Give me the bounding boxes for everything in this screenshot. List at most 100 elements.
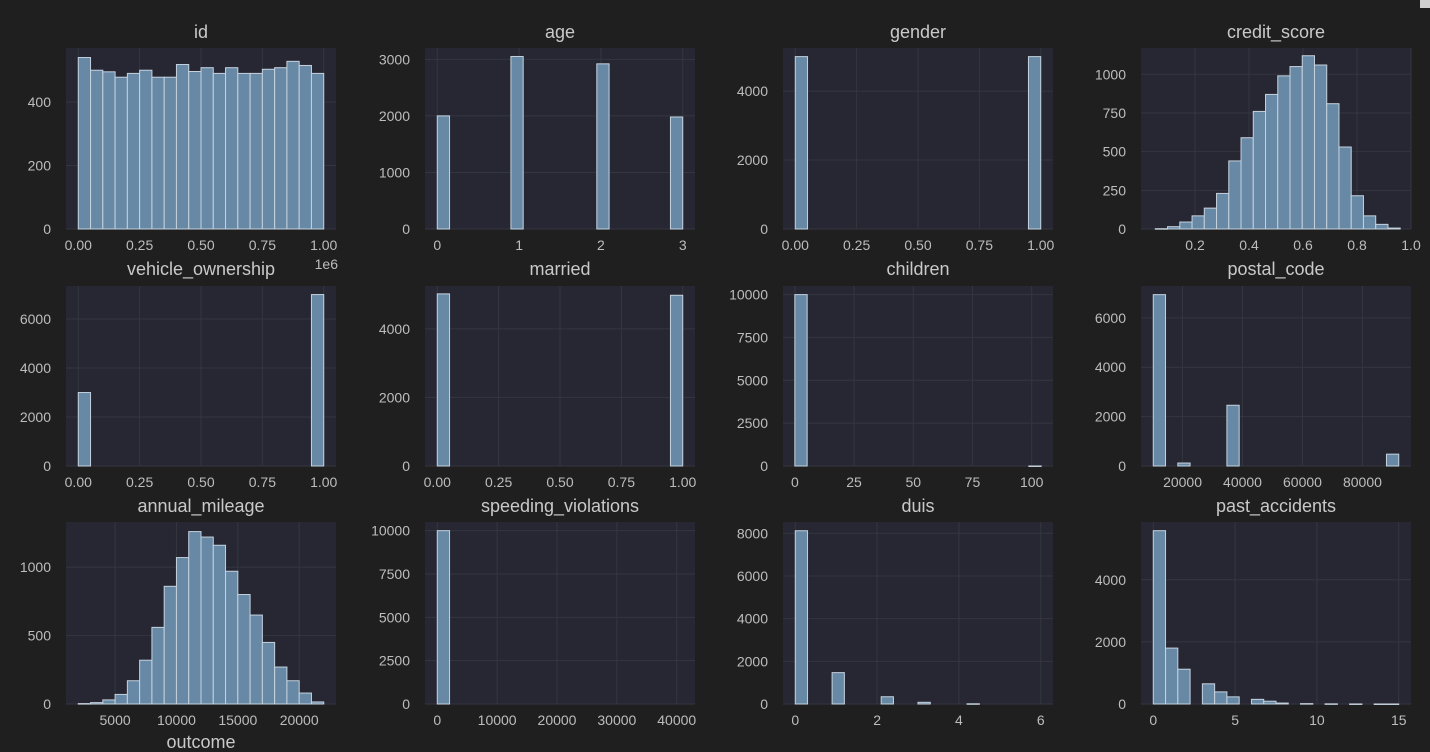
histogram-bar [225, 67, 239, 230]
histogram-bar [274, 67, 288, 230]
x-tick-label: 80000 [1343, 474, 1382, 490]
histogram-bar [1373, 703, 1387, 705]
histogram-bar [126, 680, 141, 705]
x-tick-label: 5 [1231, 712, 1239, 728]
histogram-bar [831, 672, 845, 705]
histogram-bar [102, 71, 116, 230]
histogram-bar [77, 57, 92, 230]
x-tick-label: 0 [433, 712, 441, 728]
histogram-bar [286, 680, 300, 705]
histogram-bar [1263, 700, 1277, 705]
histogram-bar [966, 703, 980, 705]
scrollbar-thumb[interactable] [1420, 0, 1430, 8]
y-tick-label: 10000 [729, 287, 768, 303]
x-tick-label: 15000 [218, 712, 257, 728]
histogram-bar [126, 72, 141, 230]
x-tick-label: 4 [955, 712, 963, 728]
histogram-bar [102, 699, 116, 705]
chart-speeding-violations: speeding_violations 0 10000 20000 30000 40000… [371, 496, 696, 728]
x-tick-label: 6 [1037, 712, 1045, 728]
x-tick-label: 25 [846, 474, 862, 490]
y-tick-label: 200 [28, 157, 52, 173]
x-tick-label: 10000 [157, 712, 196, 728]
histogram-bar [1167, 226, 1181, 230]
y-tick-label: 4000 [1095, 572, 1126, 588]
x-tick-label: 0.8 [1347, 237, 1367, 253]
chart-title: married [529, 259, 590, 279]
histogram-bar [310, 701, 325, 705]
chart-gender: gender 0.00 0.25 0.50 0.75 1.00 0 2000 4000 [737, 22, 1055, 253]
x-tick-label: 0 [791, 474, 799, 490]
y-tick-label: 7500 [737, 329, 768, 345]
x-tick-label: 0.4 [1239, 237, 1259, 253]
x-tick-label: 0 [433, 237, 441, 253]
histogram-bar [1362, 215, 1377, 230]
x-tick-label: 0.50 [904, 237, 931, 253]
histogram-bar [139, 69, 153, 230]
x-tick-label: 15 [1391, 712, 1407, 728]
x-tick-label: 75 [965, 474, 981, 490]
x-tick-label: 0.75 [966, 237, 993, 253]
chart-married: married 0.00 0.25 0.50 0.75 1.00 0 2000 4000 [379, 259, 697, 490]
histogram-bar [1349, 703, 1363, 705]
y-tick-label: 2500 [737, 415, 768, 431]
y-tick-label: 6000 [20, 311, 51, 327]
histogram-bar [510, 55, 524, 230]
histogram-bar [917, 701, 931, 705]
y-tick-label: 500 [28, 628, 52, 644]
chart-credit-score: credit_score 0.2 0.4 0.6 0.8 1.0 0 250 500 750 100… [1095, 22, 1421, 253]
plot-area [425, 522, 695, 704]
x-tick-label: 1.00 [310, 237, 337, 253]
chart-title: id [194, 22, 208, 42]
y-tick-label: 5000 [737, 372, 768, 388]
chart-annual-mileage: annual_mileage 5000 10000 15000 20000 0 500 100… [20, 496, 336, 728]
histogram-bar [1165, 647, 1179, 705]
x-tick-label: 0.25 [485, 474, 512, 490]
histogram-bar [1179, 221, 1193, 230]
chart-title: past_accidents [1216, 496, 1336, 517]
x-tick-label: 0.25 [843, 237, 870, 253]
histogram-bar [1385, 453, 1400, 467]
histogram-bar [237, 594, 251, 705]
y-tick-label: 4000 [737, 611, 768, 627]
histogram-bar [139, 659, 153, 705]
histogram-bar [1250, 698, 1265, 705]
plot-area [1141, 286, 1411, 466]
chart-title: speeding_violations [481, 496, 639, 517]
x-tick-label: 1.0 [1401, 237, 1421, 253]
histogram-bar [1277, 75, 1291, 230]
y-tick-label: 0 [402, 221, 410, 237]
histogram-bar [794, 294, 808, 467]
x-tick-label: 40000 [1223, 474, 1262, 490]
chart-title: credit_score [1227, 22, 1325, 43]
chart-past-accidents: past_accidents 0 5 10 15 0 2000 4000 [1095, 496, 1411, 728]
x-tick-label: 0 [1149, 712, 1157, 728]
histogram-bar [1338, 146, 1352, 230]
x-tick-label: 1 [515, 237, 523, 253]
y-tick-label: 10000 [371, 523, 410, 539]
histogram-bar [77, 703, 92, 705]
x-tick-label: 3 [679, 237, 687, 253]
histogram-bar [436, 530, 451, 705]
histogram-bar [1326, 103, 1340, 230]
histogram-bar [880, 696, 894, 705]
histogram-bar [212, 72, 227, 230]
histogram-bar [114, 76, 128, 230]
chart-vehicle-ownership: vehicle_ownership 0.00 0.25 0.50 0.75 1.00 0 20… [20, 259, 338, 490]
histogram-bar [298, 692, 312, 705]
x-tick-label: 20000 [538, 712, 577, 728]
y-tick-label: 400 [28, 94, 52, 110]
x-tick-label: 1.00 [1027, 237, 1054, 253]
x-tick-label: 50 [905, 474, 921, 490]
plot-area [425, 48, 695, 229]
chart-id: id 0.00 0.25 0.50 0.75 1.00 0 200 400 1e6 [28, 22, 339, 272]
y-tick-label: 250 [1103, 182, 1127, 198]
histogram-bar [237, 72, 251, 230]
chart-age: age 0 1 2 3 0 1000 2000 3000 [379, 22, 695, 253]
y-tick-label: 1000 [20, 559, 51, 575]
x-tick-label: 2 [597, 237, 605, 253]
y-tick-label: 2000 [379, 108, 410, 124]
x-tick-label: 0 [791, 712, 799, 728]
histogram-bar [249, 72, 263, 230]
x-tick-label: 0.00 [65, 474, 92, 490]
